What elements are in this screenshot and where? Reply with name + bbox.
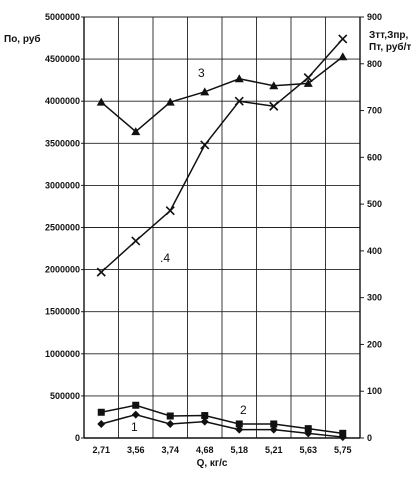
y-right-tick-label: 400 xyxy=(367,246,382,256)
data-point-series-3 xyxy=(303,78,313,87)
y-left-tick-label: 4500000 xyxy=(45,54,80,64)
data-point-series-1 xyxy=(200,417,209,426)
x-tick-label: 2,71 xyxy=(92,445,110,455)
data-point-series-1 xyxy=(166,419,175,428)
y-left-tick-label: 1000000 xyxy=(45,349,80,359)
data-point-series-4 xyxy=(269,101,279,111)
data-point-series-1 xyxy=(235,425,244,434)
data-point-series-4 xyxy=(96,267,106,277)
y-left-tick-label: 3000000 xyxy=(45,180,80,190)
data-point-series-3 xyxy=(338,52,348,61)
tick-labels: 0 500000 1000000 1500000 2000000 2500000 30000… xyxy=(45,12,382,455)
data-point-series-2 xyxy=(235,420,243,428)
axes xyxy=(81,16,364,439)
x-tick-label: 3,56 xyxy=(127,445,145,455)
data-point-series-2 xyxy=(339,429,347,437)
y-right-tick-label: 300 xyxy=(367,293,382,303)
x-tick-label: 3,74 xyxy=(161,445,179,455)
data-point-series-4 xyxy=(131,236,141,246)
y-right-tick-label: 200 xyxy=(367,339,382,349)
series-line-4 xyxy=(100,38,344,273)
data-point-series-1 xyxy=(269,425,278,434)
data-point-series-2 xyxy=(132,401,140,409)
data-point-series-2 xyxy=(201,412,209,420)
data-point-series-4 xyxy=(200,140,210,150)
y-left-tick-label: 500000 xyxy=(50,391,80,401)
data-point-series-4 xyxy=(234,96,244,106)
y-left-tick-label: 5000000 xyxy=(45,12,80,22)
series-lines xyxy=(100,38,344,438)
x-tick-label: 4,68 xyxy=(196,445,214,455)
y-left-tick-label: 2500000 xyxy=(45,223,80,233)
y-right-tick-label: 500 xyxy=(367,199,382,209)
data-point-series-3 xyxy=(269,81,279,90)
x-tick-label: 5,21 xyxy=(265,445,283,455)
x-tick-label: 5,18 xyxy=(230,445,248,455)
data-point-series-1 xyxy=(97,419,106,428)
y-right-tick-label: 700 xyxy=(367,106,382,116)
data-point-series-3 xyxy=(234,74,244,83)
data-point-series-4 xyxy=(303,73,313,83)
series-label-2: 2 xyxy=(240,403,247,417)
y-right-tick-label: 100 xyxy=(367,386,382,396)
data-point-series-2 xyxy=(270,420,278,428)
y-right-tick-label: 0 xyxy=(367,433,372,443)
y-left-tick-label: 0 xyxy=(75,433,80,443)
series-label-1: 1 xyxy=(131,420,138,434)
x-tick-label: 5,75 xyxy=(334,445,352,455)
x-axis-title: Q, кг/с xyxy=(197,458,228,469)
series-label-4: .4 xyxy=(160,251,170,265)
y-right-tick-label: 600 xyxy=(367,152,382,162)
y-left-tick-label: 3500000 xyxy=(45,138,80,148)
y-left-axis-title: По, руб xyxy=(4,33,41,45)
y-right-axis-title-line2: Пт, руб/т xyxy=(369,41,411,53)
data-point-series-2 xyxy=(304,425,312,433)
data-point-series-2 xyxy=(97,408,105,416)
y-right-tick-label: 800 xyxy=(367,59,382,69)
series-line-1 xyxy=(101,413,343,438)
data-point-series-4 xyxy=(338,34,348,44)
y-left-tick-label: 1500000 xyxy=(45,307,80,317)
data-point-series-3 xyxy=(131,127,141,136)
x-tick-label: 5,63 xyxy=(299,445,317,455)
y-right-tick-label: 900 xyxy=(367,12,382,22)
data-point-series-3 xyxy=(165,97,175,106)
y-left-tick-label: 2000000 xyxy=(45,265,80,275)
data-point-series-3 xyxy=(96,97,106,106)
y-right-axis-title-line1: Зтт,Зпр, xyxy=(369,30,408,41)
data-point-series-3 xyxy=(200,87,210,96)
y-left-tick-label: 4000000 xyxy=(45,96,80,106)
series-label-3: 3 xyxy=(198,66,205,80)
data-point-series-1 xyxy=(131,410,140,419)
series-line-2 xyxy=(101,404,343,435)
data-point-series-4 xyxy=(165,206,175,216)
series-line-3 xyxy=(100,56,344,133)
data-point-series-2 xyxy=(166,412,174,420)
grid xyxy=(83,16,361,439)
series-markers xyxy=(96,34,348,442)
